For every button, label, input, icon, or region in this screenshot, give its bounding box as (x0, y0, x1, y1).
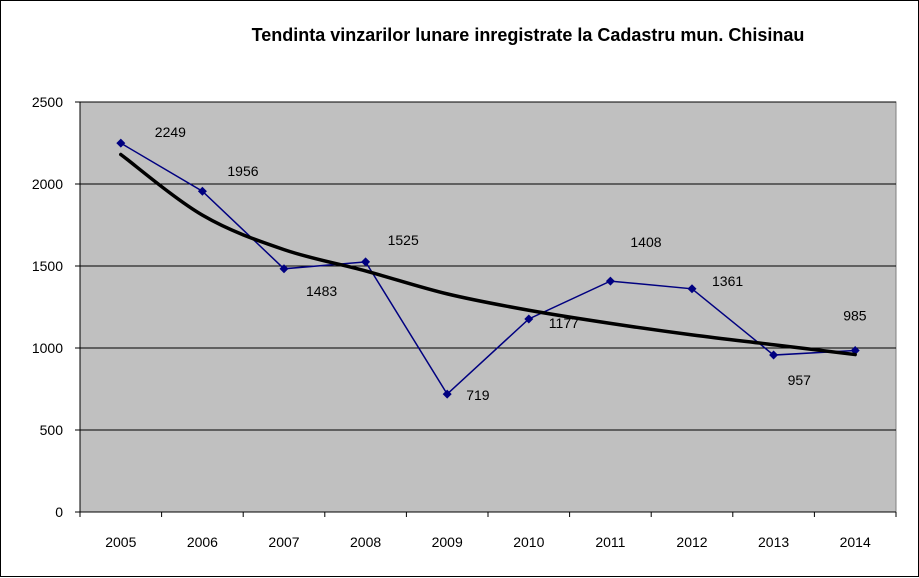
chart-title: Tendinta vinzarilor lunare inregistrate … (252, 25, 805, 45)
x-tick-label: 2007 (268, 534, 299, 550)
x-tick-label: 2011 (595, 534, 625, 550)
gridlines (80, 101, 896, 431)
data-labels: 2249 1956 1483 1525 719 1177 1408 1361 957 985 (155, 124, 867, 403)
data-point-marker (197, 186, 207, 196)
data-label: 1483 (306, 283, 337, 299)
trendline (119, 152, 857, 357)
data-label: 1525 (388, 232, 419, 248)
y-tick-label: 1000 (32, 340, 63, 356)
x-tick-label: 2013 (758, 534, 789, 550)
data-label: 1177 (549, 315, 579, 331)
data-point-marker (361, 257, 371, 267)
data-label: 719 (466, 387, 490, 403)
plot-area (79, 101, 897, 513)
data-label: 1408 (630, 234, 661, 250)
y-tick-label: 0 (55, 504, 63, 520)
data-label: 1956 (227, 163, 258, 179)
x-tick-label: 2014 (840, 534, 871, 550)
data-label: 1361 (712, 273, 743, 289)
y-tick-label: 2000 (32, 176, 63, 192)
data-point-marker (442, 389, 452, 399)
y-tick-label: 1500 (32, 258, 63, 274)
data-label: 985 (843, 307, 867, 323)
axis-ticks: 0 500 1000 1500 2000 2500 2005 2006 2007 2008 2009… (32, 94, 897, 550)
data-point-marker (279, 264, 289, 274)
x-tick-label: 2005 (105, 534, 136, 550)
x-tick-label: 2008 (350, 534, 381, 550)
data-point-marker (769, 350, 779, 360)
series-line (120, 142, 856, 396)
series-group (116, 138, 860, 399)
trendline-group (119, 152, 857, 357)
y-tick-label: 2500 (32, 94, 63, 110)
x-tick-label: 2010 (513, 534, 544, 550)
x-tick-label: 2006 (187, 534, 218, 550)
data-point-marker (116, 138, 126, 148)
data-point-marker (524, 314, 534, 324)
data-label: 957 (788, 372, 812, 388)
data-point-marker (605, 276, 615, 286)
x-tick-label: 2009 (432, 534, 463, 550)
data-label: 2249 (155, 124, 186, 140)
y-tick-label: 500 (40, 422, 64, 438)
x-tick-label: 2012 (676, 534, 707, 550)
data-point-marker (687, 284, 697, 294)
